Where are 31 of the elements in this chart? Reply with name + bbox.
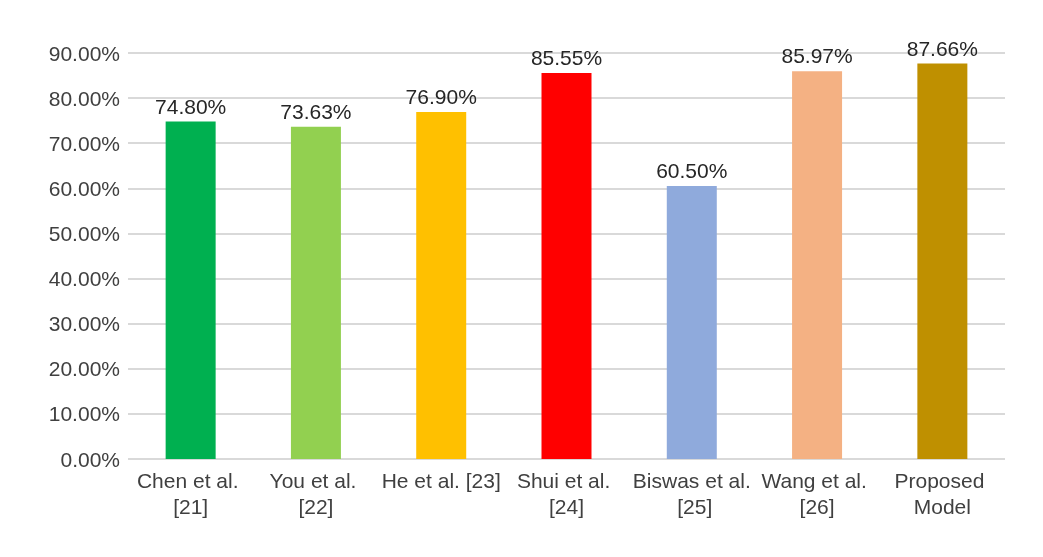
x-tick-label: Wang et al. [26] [761,468,873,518]
data-label: 85.55% [530,46,603,70]
x-tick-label: Biswas et al. [25] [632,468,751,518]
bar [666,186,717,459]
bar [917,63,968,459]
data-label: 87.66% [906,36,978,60]
y-tick-label: 90.00% [48,41,120,65]
data-label: 73.63% [280,99,352,123]
y-tick-label: 70.00% [48,131,120,155]
x-tick-label: He et al. [23] [381,468,501,492]
x-tick-label: Shui et al. [24] [516,468,617,518]
y-tick-label: 60.00% [48,176,120,200]
y-tick-label: 0.00% [60,447,120,471]
x-tick-label: Chen et al. [21] [136,468,245,518]
y-tick-label: 80.00% [48,86,120,110]
x-tick-label: You et al. [22] [269,468,363,518]
data-label: 60.50% [656,159,728,183]
y-tick-label: 20.00% [48,357,120,381]
y-tick-label: 10.00% [48,402,120,426]
bar [416,112,467,459]
bar [165,121,216,459]
x-tick-label: Proposed Model [894,468,991,518]
data-label: 76.90% [405,85,477,109]
data-label: 74.80% [155,94,227,118]
y-tick-label: 30.00% [48,312,120,336]
y-tick-label: 40.00% [48,267,120,291]
y-tick-label: 50.00% [48,221,120,245]
bar [541,73,592,459]
data-label: 85.97% [781,44,853,68]
bar [290,126,341,459]
bar [792,71,843,459]
